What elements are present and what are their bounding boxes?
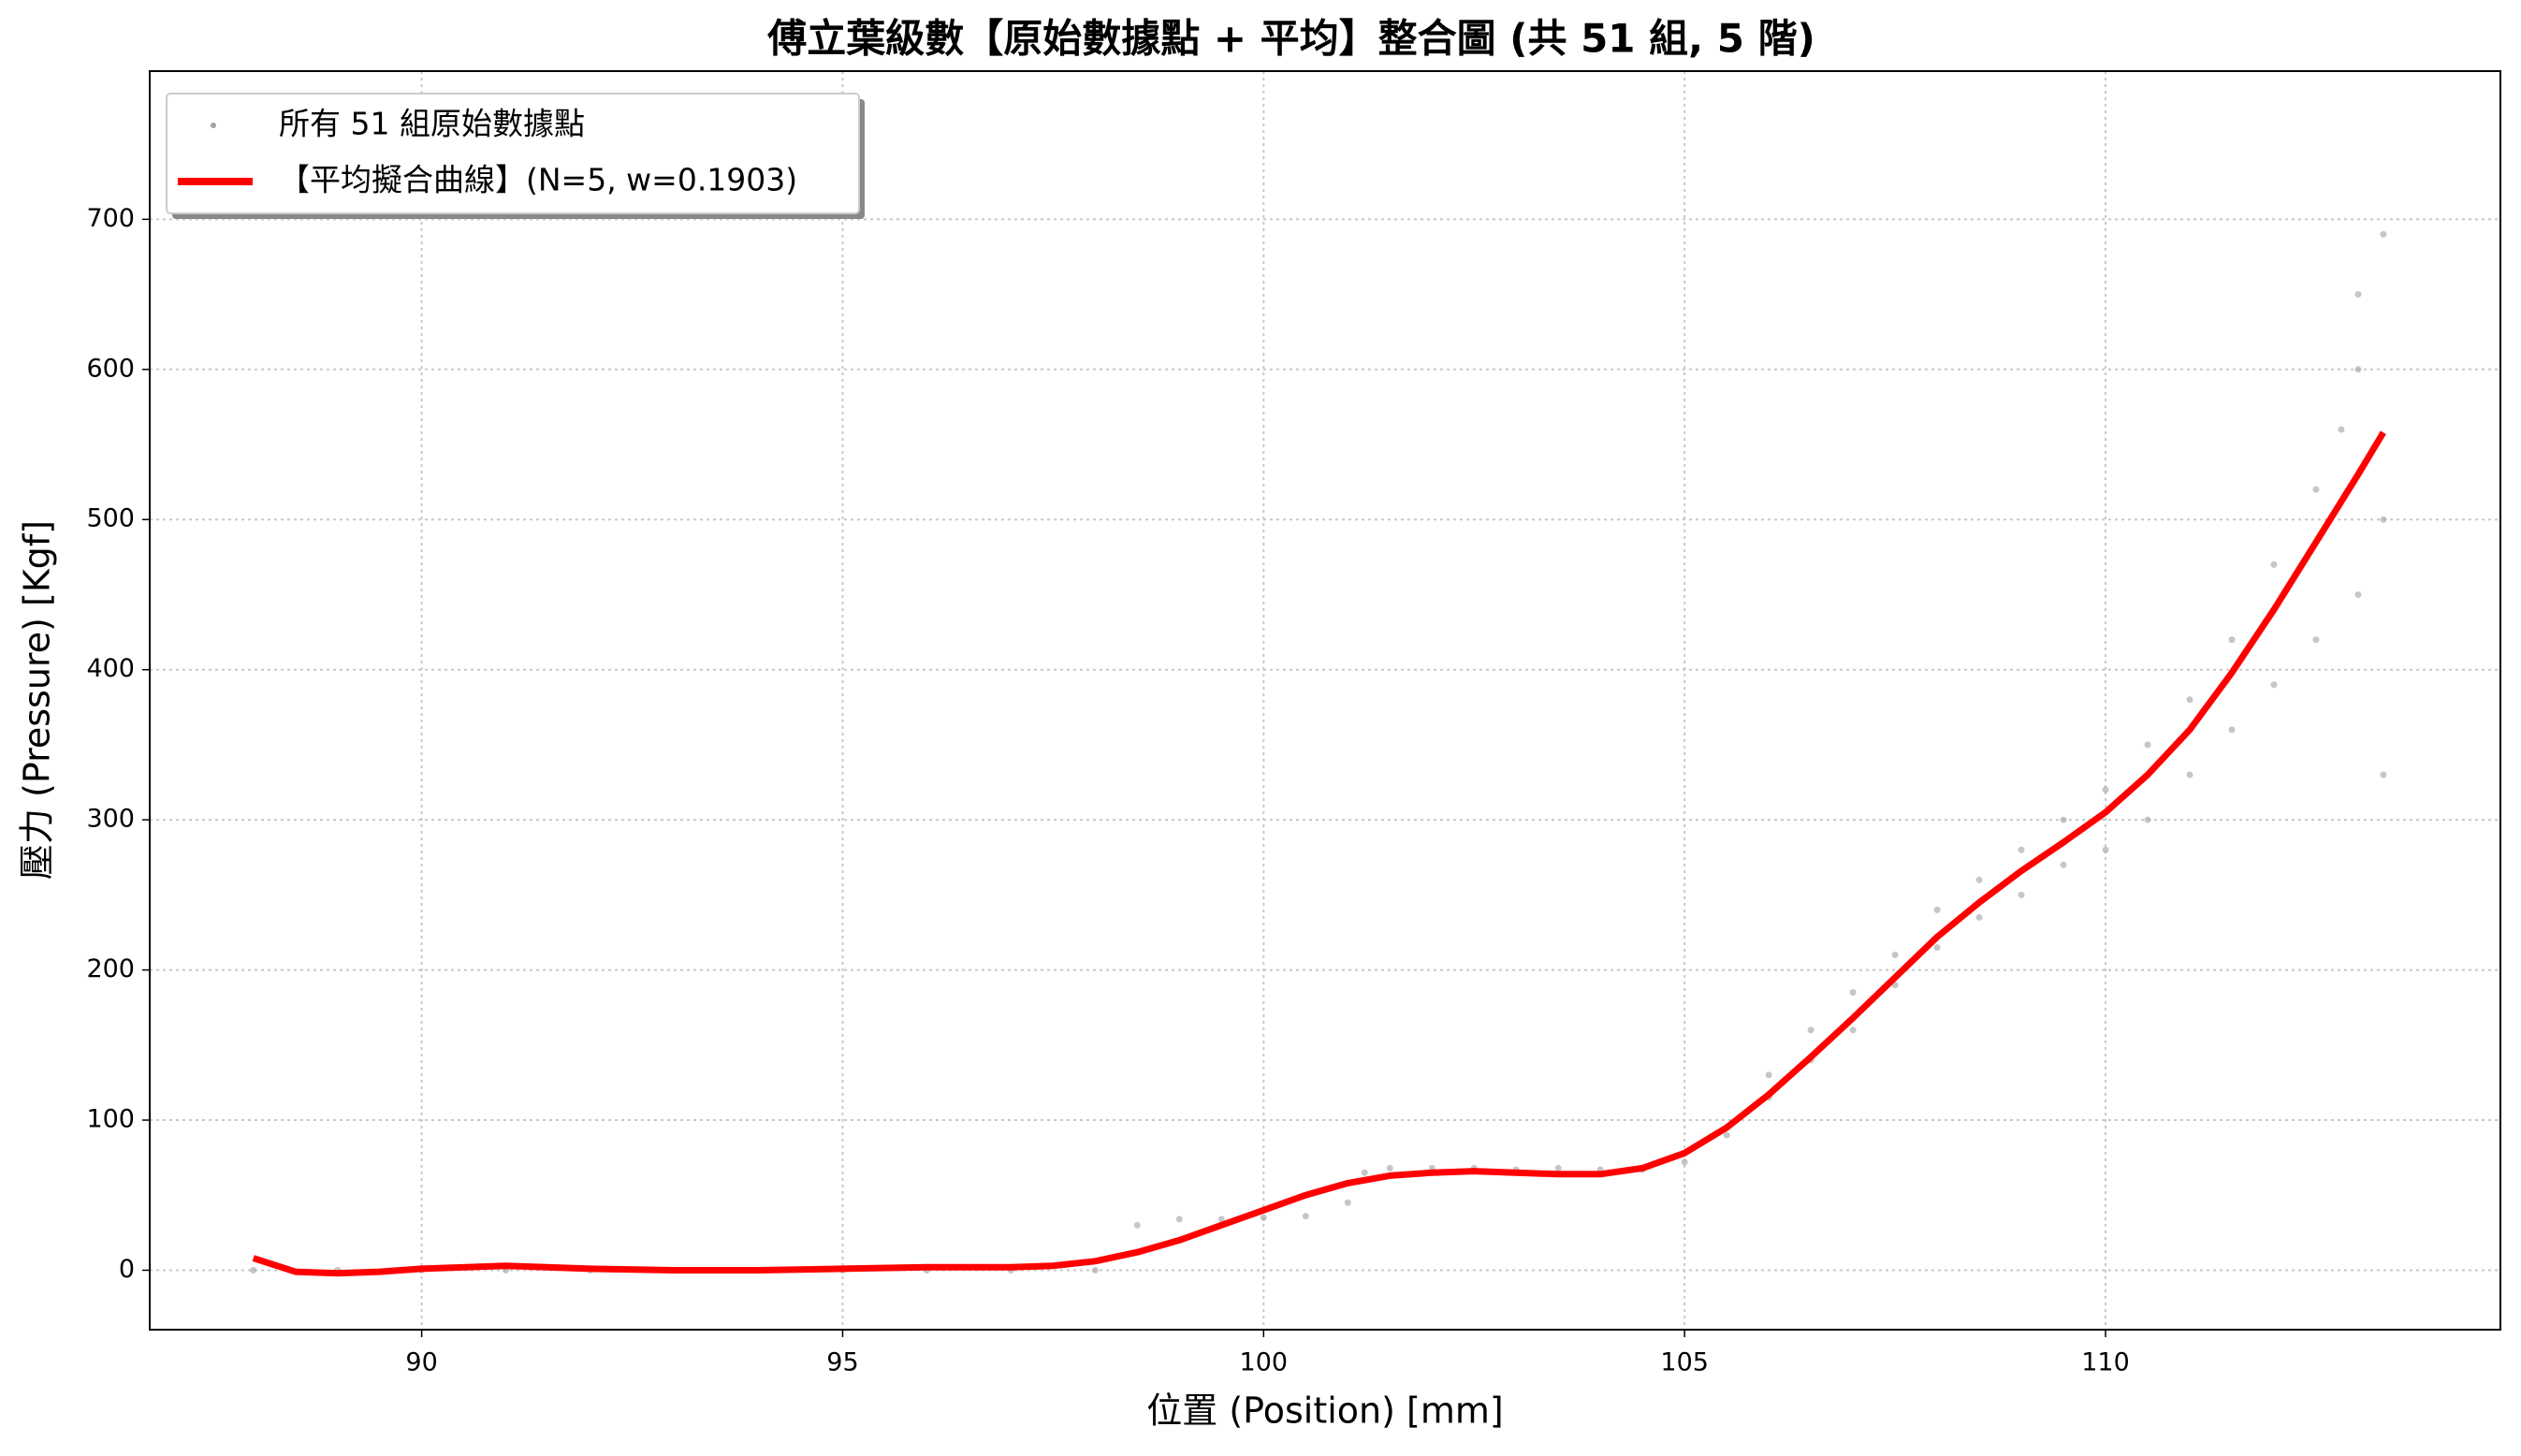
scatter-point [1849, 989, 1857, 997]
y-tick-label: 400 [86, 654, 135, 683]
scatter-point [1723, 1131, 1730, 1139]
legend-box [166, 93, 860, 214]
scatter-point [2228, 636, 2236, 644]
scatter-point [1933, 906, 1941, 913]
y-tick-label: 500 [86, 504, 135, 533]
scatter-point [1260, 1214, 1267, 1221]
scatter-point [1386, 1164, 1393, 1172]
scatter-point [1849, 1026, 1857, 1034]
x-tick-label: 90 [405, 1348, 437, 1377]
legend-label: 所有 51 組原始數據點 [279, 106, 585, 142]
scatter-point [1361, 1169, 1368, 1176]
x-tick-label: 105 [1660, 1348, 1709, 1377]
scatter-point [1217, 1216, 1225, 1223]
scatter-point [2338, 426, 2345, 433]
x-tick-label: 110 [2081, 1348, 2130, 1377]
scatter-point [2354, 590, 2362, 598]
scatter-point [2312, 636, 2320, 644]
scatter-point [1891, 952, 1899, 959]
y-tick-label: 700 [86, 204, 135, 233]
scatter-point [1175, 1216, 1183, 1223]
scatter-point [1344, 1199, 1351, 1206]
scatter-point [2186, 696, 2193, 704]
scatter-point [2060, 861, 2067, 868]
scatter-point [1302, 1213, 1309, 1220]
scatter-point [2018, 891, 2025, 898]
scatter-point [2186, 771, 2193, 779]
scatter-point [2312, 486, 2320, 493]
chart-title: 傅立葉級數【原始數據點 + 平均】整合圖 (共 51 組, 5 階) [766, 16, 1815, 62]
y-tick-label: 200 [86, 954, 135, 983]
scatter-point [1091, 1266, 1099, 1274]
scatter-point [1807, 1026, 1814, 1034]
fit-line [252, 430, 2386, 1277]
y-tick-label: 100 [86, 1105, 135, 1134]
scatter-point [1765, 1071, 1772, 1079]
scatter-point [2270, 681, 2278, 689]
scatter-point [1681, 1158, 1688, 1166]
scatter-point [1975, 876, 1983, 883]
scatter-point [2354, 291, 2362, 298]
x-axis-label: 位置 (Position) [mm] [1146, 1390, 1503, 1432]
scatter-point [1554, 1164, 1562, 1172]
scatter-point [2354, 366, 2362, 373]
x-tick-label: 95 [826, 1348, 858, 1377]
scatter-point [2018, 846, 2025, 853]
scatter-point [2144, 816, 2151, 823]
y-tick-label: 0 [119, 1255, 135, 1284]
legend: 所有 51 組原始數據點【平均擬合曲線】(N=5, w=0.1903) [166, 93, 865, 219]
scatter-point [2102, 846, 2109, 853]
scatter-point [2228, 726, 2236, 734]
scatter-point [1133, 1221, 1141, 1229]
scatter-point [2380, 516, 2387, 523]
scatter-point [1975, 913, 1983, 921]
y-axis-label: 壓力 (Pressure) [Kgf] [17, 520, 58, 880]
scatter-point [2380, 230, 2387, 238]
scatter-point [2144, 741, 2151, 749]
scatter-point [250, 1266, 257, 1274]
x-tick-label: 100 [1240, 1348, 1289, 1377]
legend-label: 【平均擬合曲線】(N=5, w=0.1903) [279, 162, 797, 198]
scatter-point [2060, 816, 2067, 823]
y-tick-label: 300 [86, 805, 135, 834]
scatter-point [2270, 561, 2278, 568]
y-tick-label: 600 [86, 354, 135, 383]
scatter-point [2102, 786, 2109, 794]
plot-frame [149, 70, 2501, 1331]
scatter-point [1933, 944, 1941, 952]
legend-marker [211, 123, 216, 128]
scatter-point [2380, 771, 2387, 779]
